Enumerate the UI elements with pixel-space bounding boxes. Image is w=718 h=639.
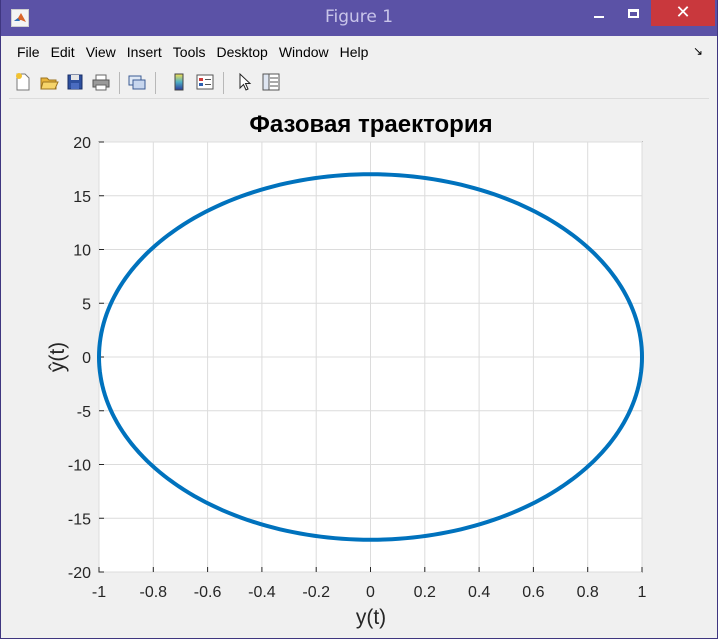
maximize-icon	[627, 8, 639, 18]
x-tick-label: 0.2	[414, 584, 436, 601]
x-tick-label: -0.2	[302, 584, 330, 601]
toolbar-separator	[223, 72, 224, 94]
y-tick-label: 15	[73, 189, 91, 206]
y-tick-label: -10	[68, 458, 91, 475]
x-tick-label: 0.4	[468, 584, 490, 601]
x-tick-label: 0.8	[577, 584, 599, 601]
figure-canvas[interactable]: Фазовая траектория -1 -0.8 -0.6 -0.4 -0.2 0 0.…	[9, 100, 709, 631]
y-tick-label: 10	[73, 243, 91, 260]
x-axis-label: y(t)	[356, 606, 386, 629]
matlab-icon[interactable]	[11, 9, 29, 27]
y-tick-label: 0	[82, 350, 91, 367]
maximize-button[interactable]	[618, 0, 648, 26]
minimize-icon	[594, 16, 604, 18]
plot-svg: Фазовая траектория -1 -0.8 -0.6 -0.4 -0.2 0 0.…	[46, 111, 647, 629]
chart-title: Фазовая траектория	[249, 111, 492, 138]
minimize-button[interactable]	[584, 0, 614, 26]
print-icon[interactable]	[91, 72, 111, 92]
x-tick-label: -0.8	[140, 584, 168, 601]
x-tick-label: -0.6	[194, 584, 222, 601]
window-title: Figure 1	[324, 7, 394, 27]
figure-toolbar	[9, 68, 709, 99]
y-tick-label: 20	[73, 135, 91, 152]
menu-file[interactable]: File	[17, 44, 40, 60]
menu-edit[interactable]: Edit	[50, 44, 75, 60]
menu-desktop[interactable]: Desktop	[216, 44, 268, 60]
insert-colorbar-icon[interactable]	[169, 72, 189, 92]
y-tick-label: -5	[77, 404, 91, 421]
link-plot-icon[interactable]	[127, 72, 147, 92]
menu-tools[interactable]: Tools	[172, 44, 206, 60]
x-axis-ticks: -1 -0.8 -0.6 -0.4 -0.2 0 0.2 0.4 0.6 0.8 1	[92, 567, 647, 601]
menu-window[interactable]: Window	[278, 44, 329, 60]
x-tick-label: -1	[92, 584, 106, 601]
dock-arrow-icon[interactable]: ↘	[692, 44, 703, 58]
phase-trajectory-line[interactable]	[96, 172, 645, 542]
menu-bar: File Edit View Insert Tools Desktop Wind…	[9, 38, 709, 66]
insert-legend-icon[interactable]	[195, 72, 215, 92]
y-tick-label: -20	[68, 565, 91, 582]
menu-help[interactable]: Help	[339, 44, 369, 60]
close-button[interactable]: ✕	[651, 0, 715, 26]
save-icon[interactable]	[65, 72, 85, 92]
toolbar-separator	[155, 72, 156, 94]
y-axis-label: ŷ(t)	[46, 342, 69, 372]
x-tick-label: 1	[638, 584, 647, 601]
open-file-icon[interactable]	[39, 72, 59, 92]
toolbar-separator	[119, 72, 120, 94]
edit-plot-icon[interactable]	[235, 72, 255, 92]
close-icon: ✕	[675, 2, 691, 23]
new-figure-icon[interactable]	[13, 72, 33, 92]
menu-view[interactable]: View	[85, 44, 116, 60]
x-tick-label: -0.4	[248, 584, 276, 601]
title-bar[interactable]: Figure 1 ✕	[1, 0, 717, 36]
y-axis-ticks: 20 15 10 5 0 -5 -10 -15 -20	[68, 135, 104, 582]
menu-insert[interactable]: Insert	[126, 44, 162, 60]
x-tick-label: 0	[366, 584, 375, 601]
property-inspector-icon[interactable]	[261, 72, 281, 92]
y-tick-label: 5	[82, 296, 91, 313]
y-tick-label: -15	[68, 511, 91, 528]
x-tick-label: 0.6	[522, 584, 544, 601]
